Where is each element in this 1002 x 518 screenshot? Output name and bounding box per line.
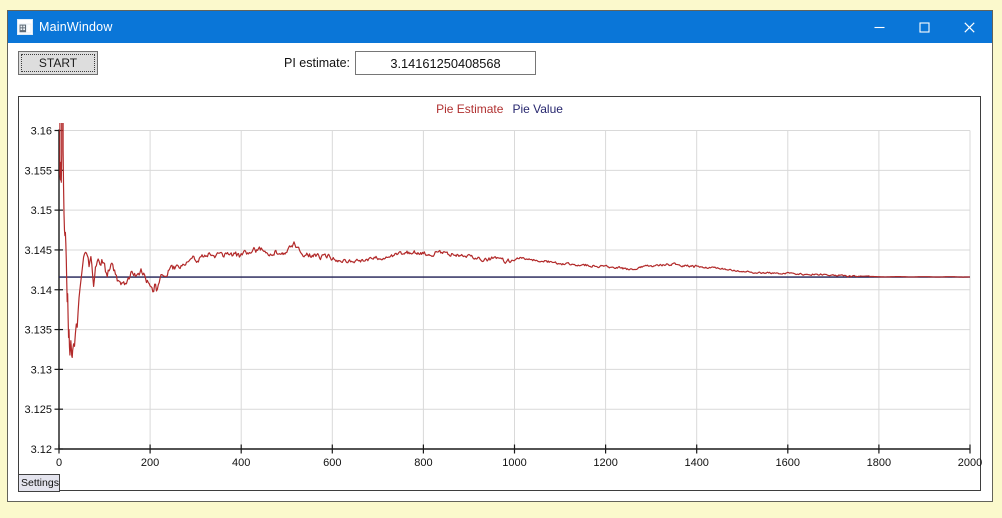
y-axis-tick-label: 3.125 <box>24 404 52 416</box>
y-axis-tick-label: 3.13 <box>31 364 52 376</box>
y-axis-tick-label: 3.15 <box>31 205 52 217</box>
start-button-label: START <box>38 55 78 70</box>
x-axis-tick-label: 1000 <box>502 457 526 469</box>
x-axis-tick-label: 600 <box>323 457 341 469</box>
legend-item-pie-value: Pie Value <box>512 102 563 116</box>
x-axis-tick-label: 400 <box>232 457 250 469</box>
window-titlebar[interactable]: MainWindow <box>8 11 992 43</box>
x-axis-tick-label: 0 <box>56 457 62 469</box>
close-icon <box>964 21 975 33</box>
app-window-icon <box>17 19 33 35</box>
x-axis-tick-label: 800 <box>414 457 432 469</box>
settings-tab-label: Settings <box>21 477 59 489</box>
x-axis-tick-label: 2000 <box>958 457 982 469</box>
x-axis-tick-label: 1600 <box>776 457 800 469</box>
settings-tab[interactable]: Settings <box>18 474 60 492</box>
chart-panel: Pie Estimate Pie Value 0 200 400 600 800 1000… <box>18 96 982 491</box>
start-button[interactable]: START <box>18 51 98 75</box>
maximize-button[interactable] <box>902 11 947 43</box>
x-axis-tick-label: 200 <box>141 457 159 469</box>
main-window: MainWindow <box>7 10 993 502</box>
y-axis-tick-label: 3.135 <box>24 325 52 337</box>
y-axis-tick-label: 3.14 <box>31 285 52 297</box>
chart-legend: Pie Estimate Pie Value <box>19 102 980 116</box>
minimize-button[interactable] <box>857 11 902 43</box>
window-caption-buttons <box>857 11 992 43</box>
x-axis-tick-label: 1400 <box>684 457 708 469</box>
close-button[interactable] <box>947 11 992 43</box>
pie-estimate-line <box>59 123 970 359</box>
legend-item-pie-estimate: Pie Estimate <box>436 102 504 116</box>
line-chart: 0 200 400 600 800 1000 1200 1400 1600 1800 2000 3.1… <box>24 123 982 469</box>
window-title: MainWindow <box>39 20 113 34</box>
x-axis-tick-label: 1200 <box>593 457 617 469</box>
y-axis-tick-label: 3.145 <box>24 245 52 257</box>
x-axis-tick-label: 1800 <box>867 457 891 469</box>
minimize-icon <box>874 26 885 28</box>
y-axis-tick-label: 3.16 <box>31 126 52 138</box>
y-axis-tick-label: 3.12 <box>31 444 52 456</box>
y-axis-tick-label: 3.155 <box>24 165 52 177</box>
pi-estimate-textbox[interactable] <box>355 51 536 75</box>
maximize-icon <box>919 21 930 33</box>
pi-estimate-label: PI estimate: <box>284 56 350 70</box>
